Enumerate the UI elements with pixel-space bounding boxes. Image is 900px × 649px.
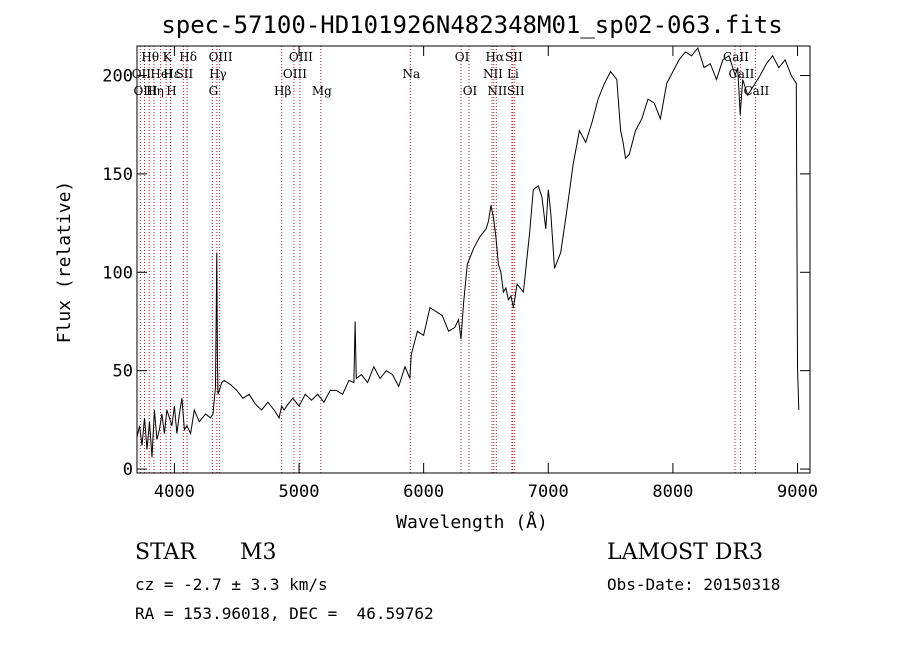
spectrum-line	[136, 46, 800, 458]
star-subclass: M3	[240, 540, 277, 565]
y-tick-label: 150	[102, 165, 133, 185]
line-marker-label: NII	[483, 67, 503, 81]
line-marker-label: K	[163, 50, 173, 64]
line-marker-label: CaII	[723, 50, 749, 64]
x-tick-label: 8000	[652, 482, 693, 502]
plot-frame	[136, 45, 811, 474]
chart-title: spec-57100-HD101926N482348M01_sp02-063.f…	[161, 11, 782, 39]
observation-date: Obs-Date: 20150318	[607, 575, 781, 594]
line-marker-label: SII	[176, 67, 194, 81]
line-marker-label: OIII	[209, 50, 233, 64]
line-marker-label: OII	[132, 67, 152, 81]
redshift-value: cz = -2.7 ± 3.3 km/s	[135, 575, 328, 594]
y-tick-label: 0	[123, 460, 133, 480]
line-marker-label: CaII	[729, 67, 755, 81]
x-tick-label: 4000	[154, 482, 195, 502]
line-marker-label: Hη	[146, 84, 164, 98]
star-type: STAR	[135, 540, 196, 565]
axis-ticks: 4000 5000 6000 7000 8000 9000 0 50 100 150 200	[102, 46, 818, 502]
y-tick-label: 50	[113, 362, 133, 382]
line-marker-label: OI	[455, 50, 470, 64]
line-marker-label: Li	[507, 67, 519, 81]
y-tick-label: 200	[102, 67, 133, 87]
line-marker-label: Hδ	[179, 50, 197, 64]
x-axis-label: Wavelength (Å)	[396, 511, 548, 533]
line-marker-label: CaII	[743, 84, 769, 98]
x-tick-label: 6000	[403, 482, 444, 502]
line-marker-label: OIII	[283, 67, 307, 81]
line-marker-label: NII	[487, 84, 507, 98]
line-marker-label: Mg	[312, 84, 332, 98]
y-tick-label: 100	[102, 263, 133, 283]
line-marker-label: G	[209, 84, 219, 98]
line-marker-label: H	[166, 84, 176, 98]
line-marker-label: SII	[507, 84, 525, 98]
line-marker-label: OIII	[133, 84, 157, 98]
y-axis-label: Flux (relative)	[54, 181, 75, 344]
line-marker-label: Hγ	[209, 67, 227, 81]
line-marker-label: Hε	[163, 67, 180, 81]
line-marker-label: Na	[402, 67, 420, 81]
x-tick-label: 5000	[279, 482, 320, 502]
line-marker-label: Hθ	[141, 50, 159, 64]
line-marker-label: OI	[463, 84, 478, 98]
line-marker-label: Hα	[486, 50, 505, 64]
survey-name: LAMOST DR3	[607, 540, 763, 565]
line-marker-label: OIII	[289, 50, 313, 64]
line-markers	[139, 46, 756, 473]
line-marker-label: HeI	[150, 67, 173, 81]
x-tick-label: 9000	[777, 482, 818, 502]
ra-dec-coordinates: RA = 153.96018, DEC = 46.59762	[135, 604, 434, 623]
x-tick-label: 7000	[528, 482, 569, 502]
line-marker-label: SII	[505, 50, 523, 64]
line-marker-label: Hβ	[274, 84, 291, 98]
